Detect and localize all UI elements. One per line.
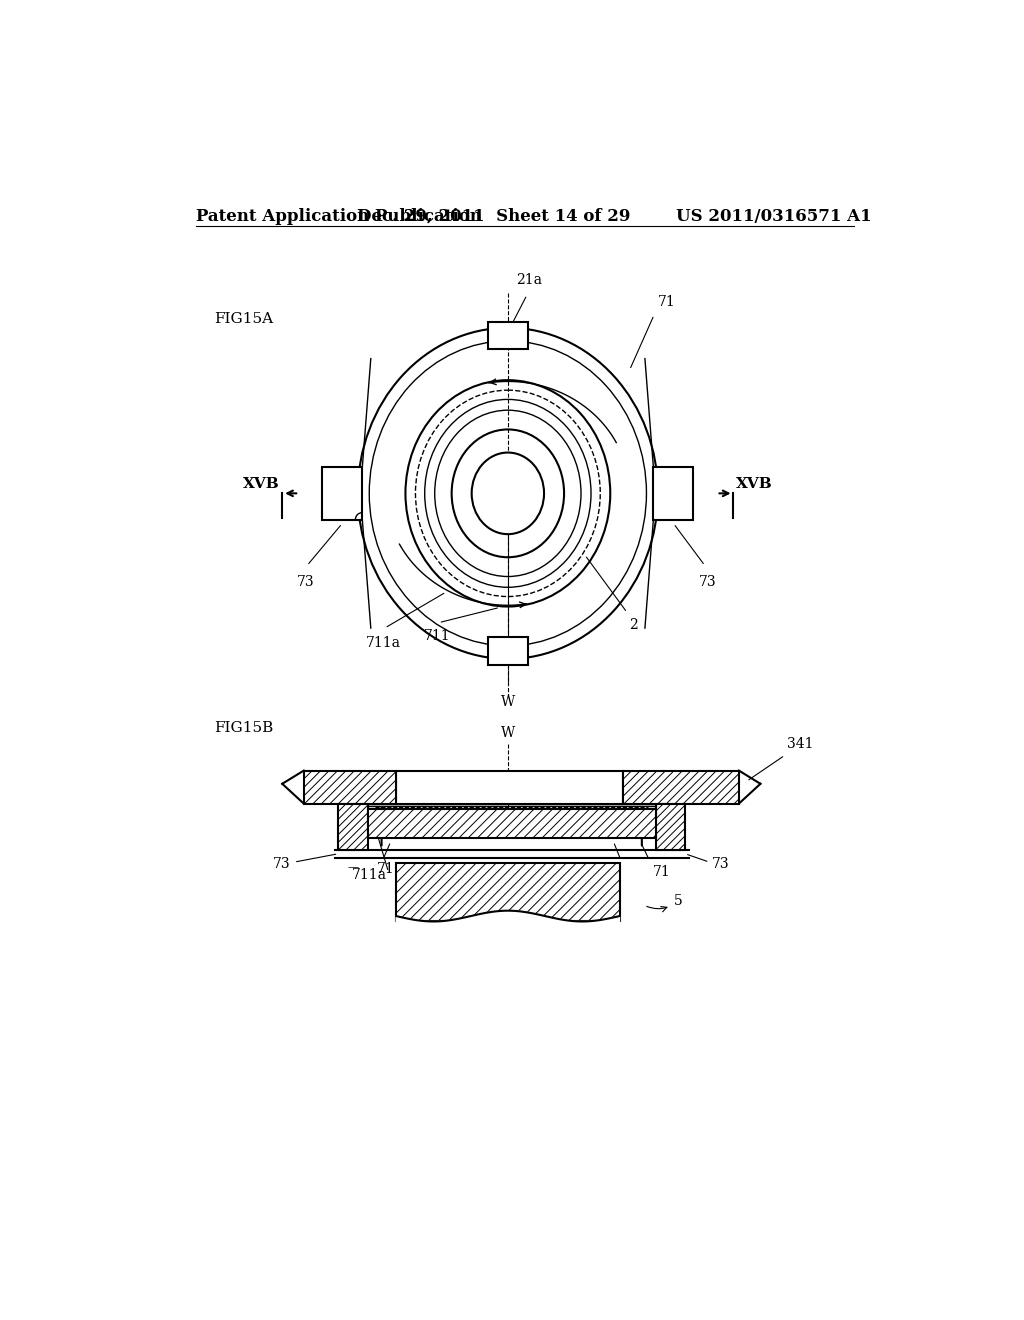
FancyBboxPatch shape [653,467,693,520]
Text: FIG15B: FIG15B [214,721,273,734]
Polygon shape [396,863,620,921]
Text: W: W [501,726,515,739]
Text: 2: 2 [611,866,621,879]
Text: 2: 2 [630,618,638,632]
Text: XVB: XVB [736,477,772,491]
Text: 711a: 711a [366,636,400,649]
Text: —: — [347,862,358,873]
Polygon shape [655,804,685,850]
Ellipse shape [472,453,544,535]
Polygon shape [368,809,655,837]
Polygon shape [304,771,396,804]
FancyBboxPatch shape [487,322,528,350]
Text: 71: 71 [658,294,676,309]
Polygon shape [339,804,368,850]
Text: 341: 341 [786,737,813,751]
Text: US 2011/0316571 A1: US 2011/0316571 A1 [676,207,871,224]
Text: 73: 73 [698,576,716,589]
Text: FIG15A: FIG15A [214,313,272,326]
Text: 21a: 21a [516,273,543,286]
Text: 711: 711 [377,862,403,876]
Polygon shape [624,771,739,804]
Text: W: W [501,696,515,709]
FancyBboxPatch shape [487,638,528,665]
Polygon shape [396,911,620,928]
Text: 71: 71 [652,866,671,879]
Text: 711: 711 [424,628,451,643]
Text: 5: 5 [647,895,682,912]
Text: Patent Application Publication: Patent Application Publication [196,207,482,224]
Text: 73: 73 [273,857,291,871]
Text: 711a: 711a [352,869,387,882]
Text: XVB: XVB [243,477,280,491]
Text: 73: 73 [297,576,314,589]
Polygon shape [396,771,624,804]
FancyBboxPatch shape [323,467,362,520]
Text: Dec. 29, 2011  Sheet 14 of 29: Dec. 29, 2011 Sheet 14 of 29 [356,207,630,224]
Text: 73: 73 [712,857,729,871]
